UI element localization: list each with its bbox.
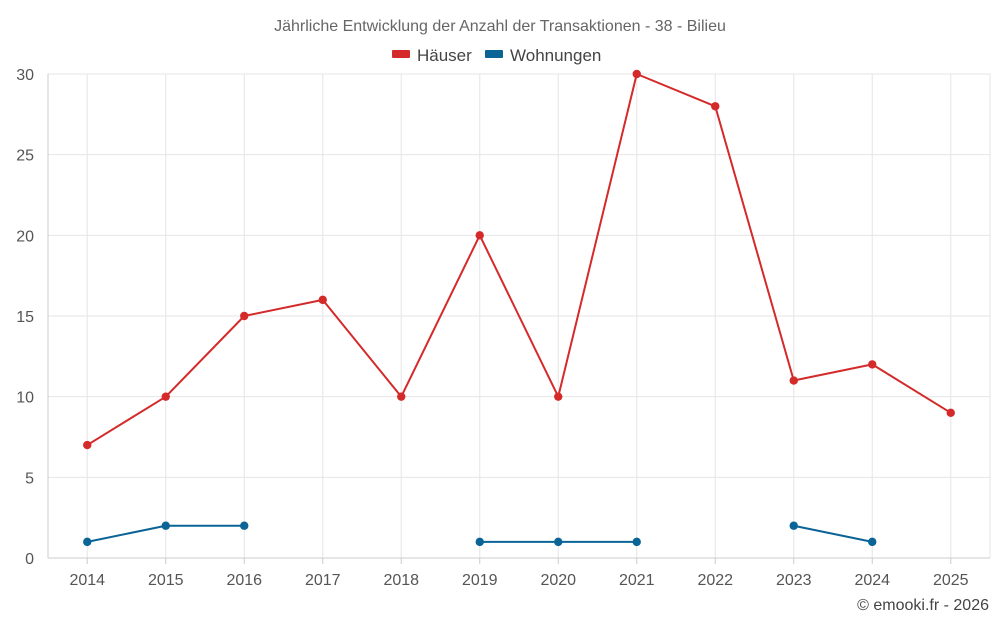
y-tick-label: 0: [25, 551, 34, 568]
credit-text: © emooki.fr - 2026: [857, 597, 989, 614]
data-point-wohnungen[interactable]: [240, 521, 249, 530]
x-tick-label: 2023: [776, 572, 812, 589]
data-point-wohnungen[interactable]: [632, 537, 641, 547]
legend-swatch-hauser: [392, 50, 410, 58]
data-point-hauser[interactable]: [475, 231, 484, 240]
x-tick-label: 2022: [697, 572, 733, 589]
y-tick-label: 25: [16, 148, 34, 165]
data-point-hauser[interactable]: [161, 392, 170, 401]
legend-label-hauser: Häuser: [417, 46, 472, 65]
data-point-hauser[interactable]: [318, 295, 327, 305]
data-point-hauser[interactable]: [632, 69, 641, 79]
series-wohnungen: [83, 521, 877, 547]
series-layer: [83, 69, 955, 547]
series-line-wohnungen: [793, 524, 873, 543]
series-hauser: [83, 69, 955, 450]
x-tick-label: 2015: [148, 572, 184, 589]
legend-item-hauser[interactable]: Häuser: [392, 46, 472, 65]
y-tick-label: 15: [16, 309, 34, 326]
data-point-wohnungen[interactable]: [789, 521, 798, 530]
data-point-wohnungen[interactable]: [83, 537, 92, 547]
legend-item-wohnungen[interactable]: Wohnungen: [485, 46, 601, 65]
x-tick-label: 2018: [383, 572, 419, 589]
chart-title: Jährliche Entwicklung der Anzahl der Tra…: [274, 18, 726, 35]
x-tick-label: 2017: [305, 572, 341, 589]
data-point-wohnungen[interactable]: [161, 521, 170, 530]
data-point-hauser[interactable]: [711, 102, 720, 111]
legend-label-wohnungen: Wohnungen: [510, 46, 601, 65]
grid: [48, 73, 990, 558]
x-tick-label: 2019: [462, 572, 498, 589]
x-tick-label: 2024: [854, 572, 890, 589]
series-line-hauser: [86, 73, 952, 446]
data-point-wohnungen[interactable]: [475, 537, 484, 547]
data-point-hauser[interactable]: [946, 408, 955, 417]
data-point-hauser[interactable]: [554, 392, 563, 401]
legend: Häuser Wohnungen: [392, 46, 601, 65]
data-point-wohnungen[interactable]: [554, 537, 563, 547]
y-tick-label: 30: [16, 67, 34, 84]
x-tick-label: 2016: [226, 572, 262, 589]
y-tick-label: 5: [25, 470, 34, 487]
x-tick-label: 2014: [69, 572, 105, 589]
data-point-hauser[interactable]: [83, 440, 92, 450]
data-point-wohnungen[interactable]: [868, 537, 877, 547]
data-point-hauser[interactable]: [397, 392, 406, 401]
x-tick-label: 2020: [540, 572, 576, 589]
data-point-hauser[interactable]: [240, 311, 249, 321]
y-tick-label: 20: [16, 228, 34, 245]
x-tick-label: 2021: [619, 572, 655, 589]
data-point-hauser[interactable]: [789, 376, 798, 385]
data-point-hauser[interactable]: [868, 360, 877, 369]
y-tick-label: 10: [16, 390, 34, 407]
x-tick-label: 2025: [933, 572, 969, 589]
legend-swatch-wohnungen: [485, 50, 503, 58]
